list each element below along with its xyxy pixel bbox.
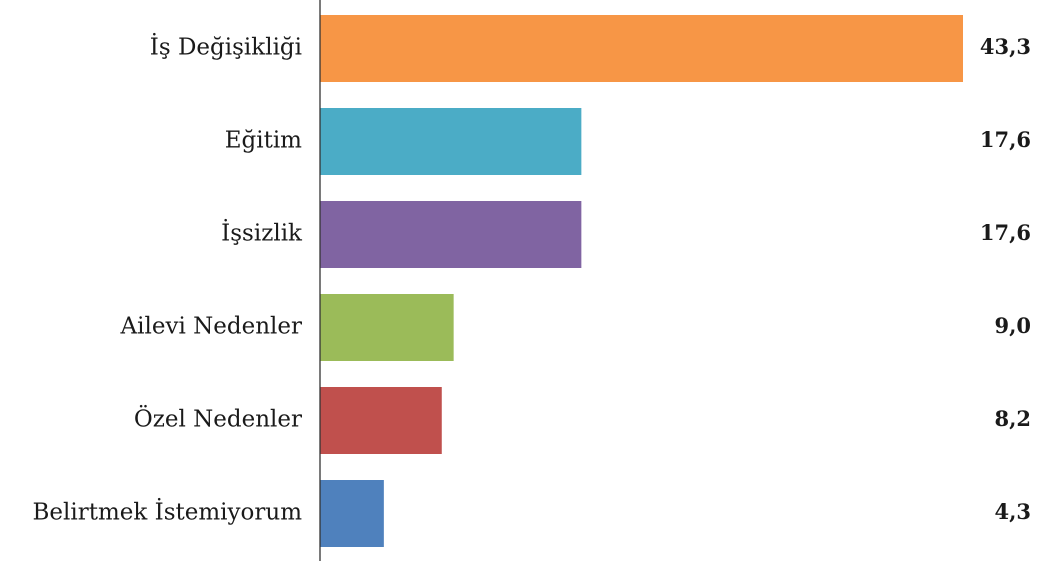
category-label: Eğitim [225, 128, 302, 154]
value-label: 17,6 [980, 220, 1031, 245]
bar [320, 15, 963, 82]
category-label: Özel Nedenler [134, 406, 302, 433]
bar [320, 387, 442, 454]
value-label: 4,3 [994, 499, 1031, 524]
bar [320, 294, 454, 361]
category-label: Belirtmek İstemiyorum [33, 499, 303, 526]
category-label: İş Değişikliği [150, 34, 302, 61]
category-label: İşsizlik [221, 220, 303, 247]
bar [320, 480, 384, 547]
value-label: 17,6 [980, 127, 1031, 152]
category-label: Ailevi Nedenler [120, 314, 302, 340]
value-label: 43,3 [980, 34, 1031, 59]
value-label: 9,0 [994, 313, 1031, 338]
bar [320, 201, 582, 268]
value-label: 8,2 [994, 406, 1031, 431]
bar [320, 108, 582, 175]
